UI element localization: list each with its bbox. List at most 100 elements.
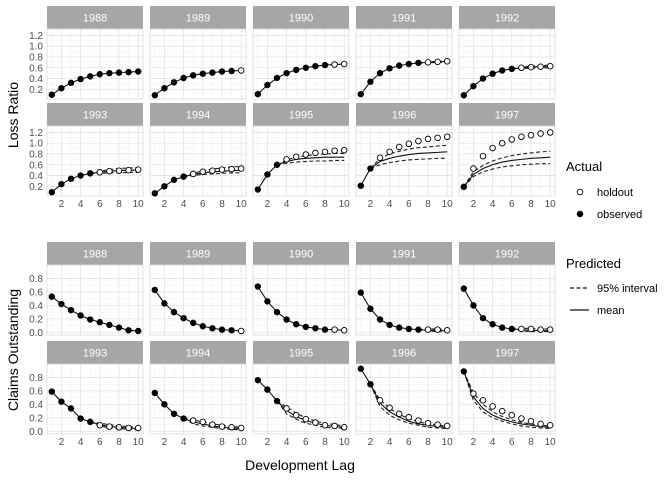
holdout-point — [237, 67, 245, 74]
x-tick-label: 6 — [406, 199, 412, 210]
x-tick-label: 2 — [265, 199, 271, 210]
mean-line — [463, 371, 551, 428]
holdout-point — [424, 326, 432, 333]
mean-line — [360, 60, 448, 95]
x-tick-label: 8 — [528, 437, 534, 448]
facet-strip-label: 1995 — [289, 110, 313, 122]
facet-strip — [459, 6, 555, 29]
facet-strip-label: 1988 — [83, 249, 107, 261]
x-tick-label: 10 — [545, 199, 557, 210]
holdout-point — [489, 144, 496, 152]
mean-line — [360, 368, 448, 428]
x-tick-label: 6 — [97, 199, 103, 210]
y-tick-label: 0.0 — [29, 328, 43, 339]
observed-point — [479, 75, 487, 82]
observed-point — [67, 175, 75, 182]
legend: Actual holdout observed Predicted 95% interv… — [566, 159, 658, 317]
mean-line — [154, 169, 242, 194]
observed-point — [67, 79, 75, 87]
x-tick-label: 10 — [133, 199, 145, 210]
mean-line — [51, 169, 139, 193]
holdout-point — [479, 397, 487, 404]
legend-label: mean — [597, 305, 625, 317]
observed-point — [312, 62, 319, 70]
facet-strip — [253, 341, 349, 364]
holdout-point — [115, 424, 123, 431]
x-tick-label: 4 — [78, 199, 84, 210]
facet-strip — [150, 6, 246, 29]
observed-point — [283, 69, 290, 77]
observed-point — [376, 69, 384, 77]
facet-panel: 1996 2 4 6 8 10 — [355, 341, 454, 448]
observed-point — [58, 85, 65, 92]
facet-strip-label: 1990 — [289, 13, 313, 25]
observed-point — [151, 389, 158, 397]
holdout-point — [395, 143, 403, 151]
y-tick-label: 0.4 — [29, 400, 43, 411]
holdout-point — [518, 64, 525, 72]
x-tick-label: 6 — [97, 437, 103, 448]
mean-line — [360, 151, 448, 187]
x-tick-label: 4 — [387, 437, 393, 448]
facet-strip-label: 1988 — [83, 13, 107, 25]
observed-point — [357, 182, 364, 189]
holdout-point — [434, 421, 441, 428]
facet-panel: 1995 2 4 6 8 10 — [252, 341, 350, 448]
y-tick-label: 0.4 — [29, 301, 43, 312]
facet-strip-label: 1992 — [495, 249, 519, 261]
facet-strip-label: 1993 — [83, 110, 107, 122]
x-tick-label: 2 — [471, 437, 477, 448]
x-tick-label: 4 — [387, 199, 393, 210]
holdout-point — [283, 405, 290, 412]
observed-point — [460, 368, 467, 375]
holdout-point — [134, 424, 142, 432]
facet-panel: 1991 — [355, 6, 453, 100]
mean-line — [51, 296, 139, 332]
observed-point — [405, 60, 412, 68]
observed-point — [470, 82, 477, 90]
facet-strip — [150, 341, 246, 364]
holdout-point — [237, 165, 245, 172]
observed-point — [161, 401, 168, 408]
observed-point — [376, 316, 384, 323]
y-tick-label: 0.6 — [29, 386, 43, 397]
y-axis-title: Claims Outstanding — [5, 289, 21, 411]
facet-panel: 1990 — [252, 6, 350, 100]
interval-upper-line — [463, 371, 551, 427]
observed-point — [405, 325, 412, 333]
x-tick-label: 10 — [442, 437, 454, 448]
holdout-point — [443, 422, 451, 430]
observed-point — [48, 189, 55, 196]
observed-point — [199, 323, 206, 330]
y-tick-label: 0.6 — [29, 287, 43, 298]
observed-point — [367, 380, 374, 388]
observed-point — [134, 68, 142, 75]
interval-lower-line — [463, 371, 551, 430]
x-tick-label: 8 — [322, 199, 328, 210]
holdout-point — [376, 397, 384, 404]
observed-point — [151, 92, 158, 99]
observed-point — [264, 171, 271, 178]
holdout-point — [237, 327, 245, 335]
holdout-point — [546, 422, 554, 429]
y-axis-title: Loss Ratio — [5, 82, 21, 148]
metric-block-2: Claims Outstanding19880.00.20.40.60.8198… — [5, 242, 556, 448]
mean-line — [51, 70, 139, 96]
observed-point — [273, 308, 281, 316]
panel-background — [149, 264, 247, 336]
observed-point — [106, 321, 113, 329]
holdout-point — [106, 167, 113, 175]
observed-point — [254, 283, 261, 290]
observed-point — [273, 161, 281, 168]
y-tick-label: 0.2 — [29, 314, 43, 325]
observed-point — [77, 312, 84, 319]
mean-line — [257, 286, 345, 331]
observed-point — [67, 306, 75, 314]
observed-point — [396, 324, 403, 331]
observed-point — [264, 81, 271, 89]
x-tick-label: 6 — [303, 199, 309, 210]
facet-panel: 1997 2 4 6 8 10 — [458, 341, 556, 448]
holdout-point — [209, 167, 216, 174]
x-tick-label: 8 — [425, 437, 431, 448]
holdout-point — [518, 325, 525, 333]
